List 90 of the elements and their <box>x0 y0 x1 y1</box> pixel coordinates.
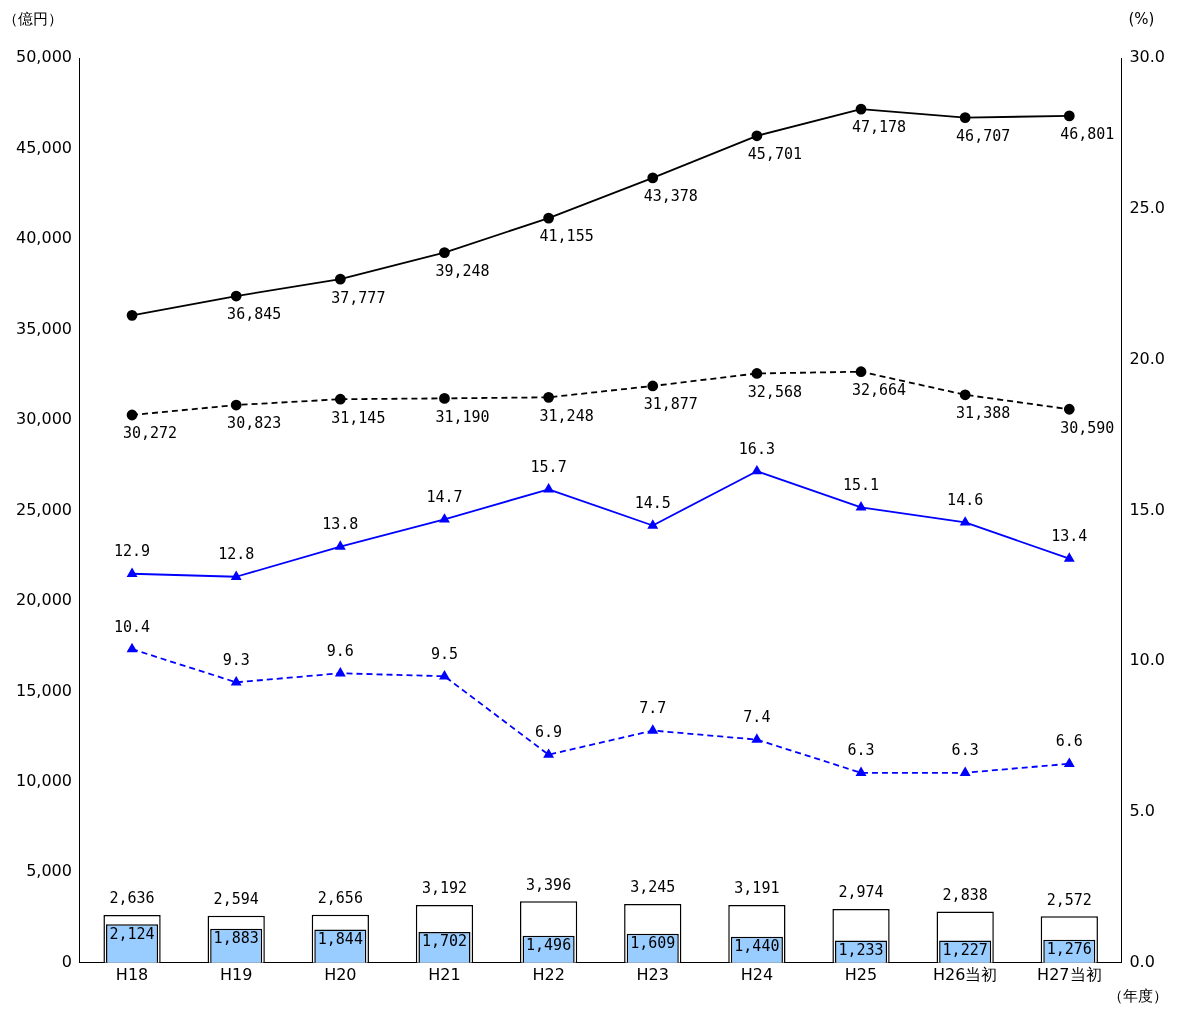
data-label: 16.3 <box>738 439 775 458</box>
y2-tick-label: 30.0 <box>1129 47 1165 67</box>
data-label: 9.5 <box>430 644 459 663</box>
x-tick-label: H21 <box>428 964 461 984</box>
data-label: 14.5 <box>634 493 671 512</box>
data-label: 2,656 <box>317 889 363 908</box>
data-label: 30,823 <box>227 414 282 433</box>
data-label: 32,568 <box>747 382 802 401</box>
y-tick-label: 40,000 <box>16 228 72 248</box>
x-tick-label: H19 <box>220 964 253 984</box>
data-label: 30,272 <box>122 424 178 443</box>
x-tick-label: H25 <box>844 964 878 984</box>
data-label: 2,636 <box>109 889 155 908</box>
data-label: 1,227 <box>942 940 988 959</box>
data-label: 15.7 <box>530 457 567 476</box>
data-label: 1,276 <box>1046 940 1092 959</box>
data-label: 1,233 <box>838 940 884 959</box>
data-label: 46,801 <box>1060 125 1115 144</box>
y-tick-label: 0 <box>61 951 72 971</box>
data-label: 13.4 <box>1051 527 1088 546</box>
data-label: 10.4 <box>113 617 151 636</box>
data-label: 47,178 <box>851 118 907 137</box>
data-label: 31,877 <box>643 395 698 414</box>
data-label: 9.6 <box>326 641 354 660</box>
y-tick-label: 35,000 <box>16 318 72 338</box>
data-label: 31,248 <box>539 406 594 425</box>
x-tick-label: H26当初 <box>932 964 998 984</box>
y-tick-label: 50,000 <box>16 47 72 67</box>
y-axis-title: （億円） <box>3 10 63 29</box>
data-label: 2,572 <box>1046 890 1092 909</box>
data-label: 6.3 <box>847 741 875 760</box>
x-tick-label: H24 <box>740 964 774 984</box>
y2-tick-label: 15.0 <box>1129 499 1165 519</box>
x-tick-label: H18 <box>115 964 149 984</box>
x-tick-label: H20 <box>324 964 357 984</box>
data-label: 2,124 <box>109 924 155 943</box>
data-label: 3,245 <box>630 878 676 897</box>
data-label: 6.9 <box>535 723 563 742</box>
data-label: 6.6 <box>1055 732 1083 751</box>
data-label: 32,664 <box>851 381 907 400</box>
data-label: 13.8 <box>322 514 359 533</box>
data-label: 2,594 <box>213 890 259 909</box>
data-label: 3,191 <box>734 879 780 898</box>
data-label: 30,590 <box>1060 418 1115 437</box>
data-label: 1,702 <box>421 932 468 951</box>
y2-tick-label: 10.0 <box>1129 650 1165 670</box>
y-tick-label: 5,000 <box>26 861 72 881</box>
y-tick-label: 45,000 <box>16 137 72 157</box>
data-label: 9.3 <box>222 650 250 669</box>
y2-tick-label: 20.0 <box>1129 348 1165 368</box>
data-label: 1,844 <box>317 929 363 948</box>
data-label: 3,396 <box>526 875 572 894</box>
data-label: 31,145 <box>331 408 386 427</box>
data-label: 7.7 <box>639 698 667 717</box>
y-tick-label: 25,000 <box>16 499 72 519</box>
data-label: 3,192 <box>421 879 468 898</box>
data-label: 12.9 <box>113 542 151 561</box>
y2-tick-label: 5.0 <box>1129 801 1155 821</box>
data-label: 1,440 <box>734 937 780 956</box>
data-label: 31,190 <box>435 407 490 426</box>
data-label: 1,883 <box>213 929 259 948</box>
data-label: 14.6 <box>947 490 984 509</box>
data-label: 7.4 <box>743 708 771 727</box>
data-label: 14.7 <box>426 487 463 506</box>
data-label: 39,248 <box>435 261 490 280</box>
y2-tick-label: 0.0 <box>1129 951 1155 971</box>
x-tick-label: H27当初 <box>1037 964 1102 984</box>
y-tick-label: 15,000 <box>16 680 72 700</box>
y2-axis-title: (%) <box>1128 10 1155 29</box>
data-label: 1,609 <box>630 934 676 953</box>
data-label: 46,707 <box>956 126 1011 145</box>
y-tick-label: 20,000 <box>16 590 72 610</box>
data-label: 2,974 <box>838 883 884 902</box>
y2-tick-label: 25.0 <box>1129 197 1165 217</box>
x-tick-label: H22 <box>532 964 565 984</box>
data-label: 37,777 <box>331 288 386 307</box>
data-label: 15.1 <box>842 475 880 494</box>
data-label: 6.3 <box>951 741 979 760</box>
data-label: 31,388 <box>956 404 1011 423</box>
data-label: 36,845 <box>227 305 282 324</box>
x-tick-label: H23 <box>636 964 669 984</box>
y-tick-label: 30,000 <box>16 409 72 429</box>
data-label: 41,155 <box>539 227 594 246</box>
data-label: 45,701 <box>747 145 802 164</box>
data-label: 2,838 <box>942 885 988 904</box>
data-label: 1,496 <box>526 936 572 955</box>
x-axis-title: （年度） <box>1108 987 1168 1006</box>
data-label: 43,378 <box>643 187 698 206</box>
y-tick-label: 10,000 <box>16 771 72 790</box>
data-label: 12.8 <box>218 545 255 564</box>
